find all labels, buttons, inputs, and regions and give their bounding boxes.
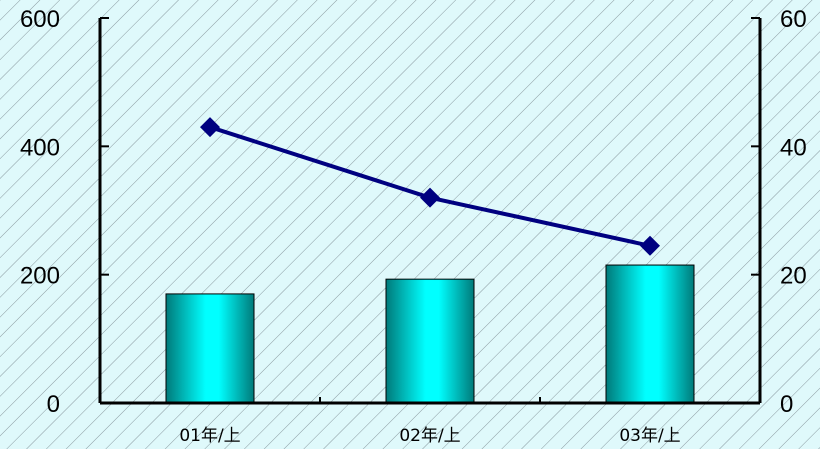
right-tick-label: 0: [780, 391, 793, 418]
line-marker-3: [640, 235, 660, 256]
bar-2: [385, 278, 475, 404]
line-marker-2: [420, 187, 440, 208]
category-label: 03年/上: [619, 426, 680, 446]
left-tick-label: 0: [47, 391, 60, 418]
right-tick-label: 60: [780, 6, 807, 33]
category-label: 02年/上: [399, 426, 460, 446]
bar-1: [165, 293, 255, 404]
left-tick-label: 200: [20, 263, 60, 290]
right-tick-label: 40: [780, 134, 807, 161]
right-tick-label: 20: [780, 263, 807, 290]
category-label: 01年/上: [179, 426, 240, 446]
bar-3: [605, 264, 695, 404]
left-tick-label: 400: [20, 134, 60, 161]
left-tick-label: 600: [20, 6, 60, 33]
line-marker-1: [200, 117, 220, 138]
